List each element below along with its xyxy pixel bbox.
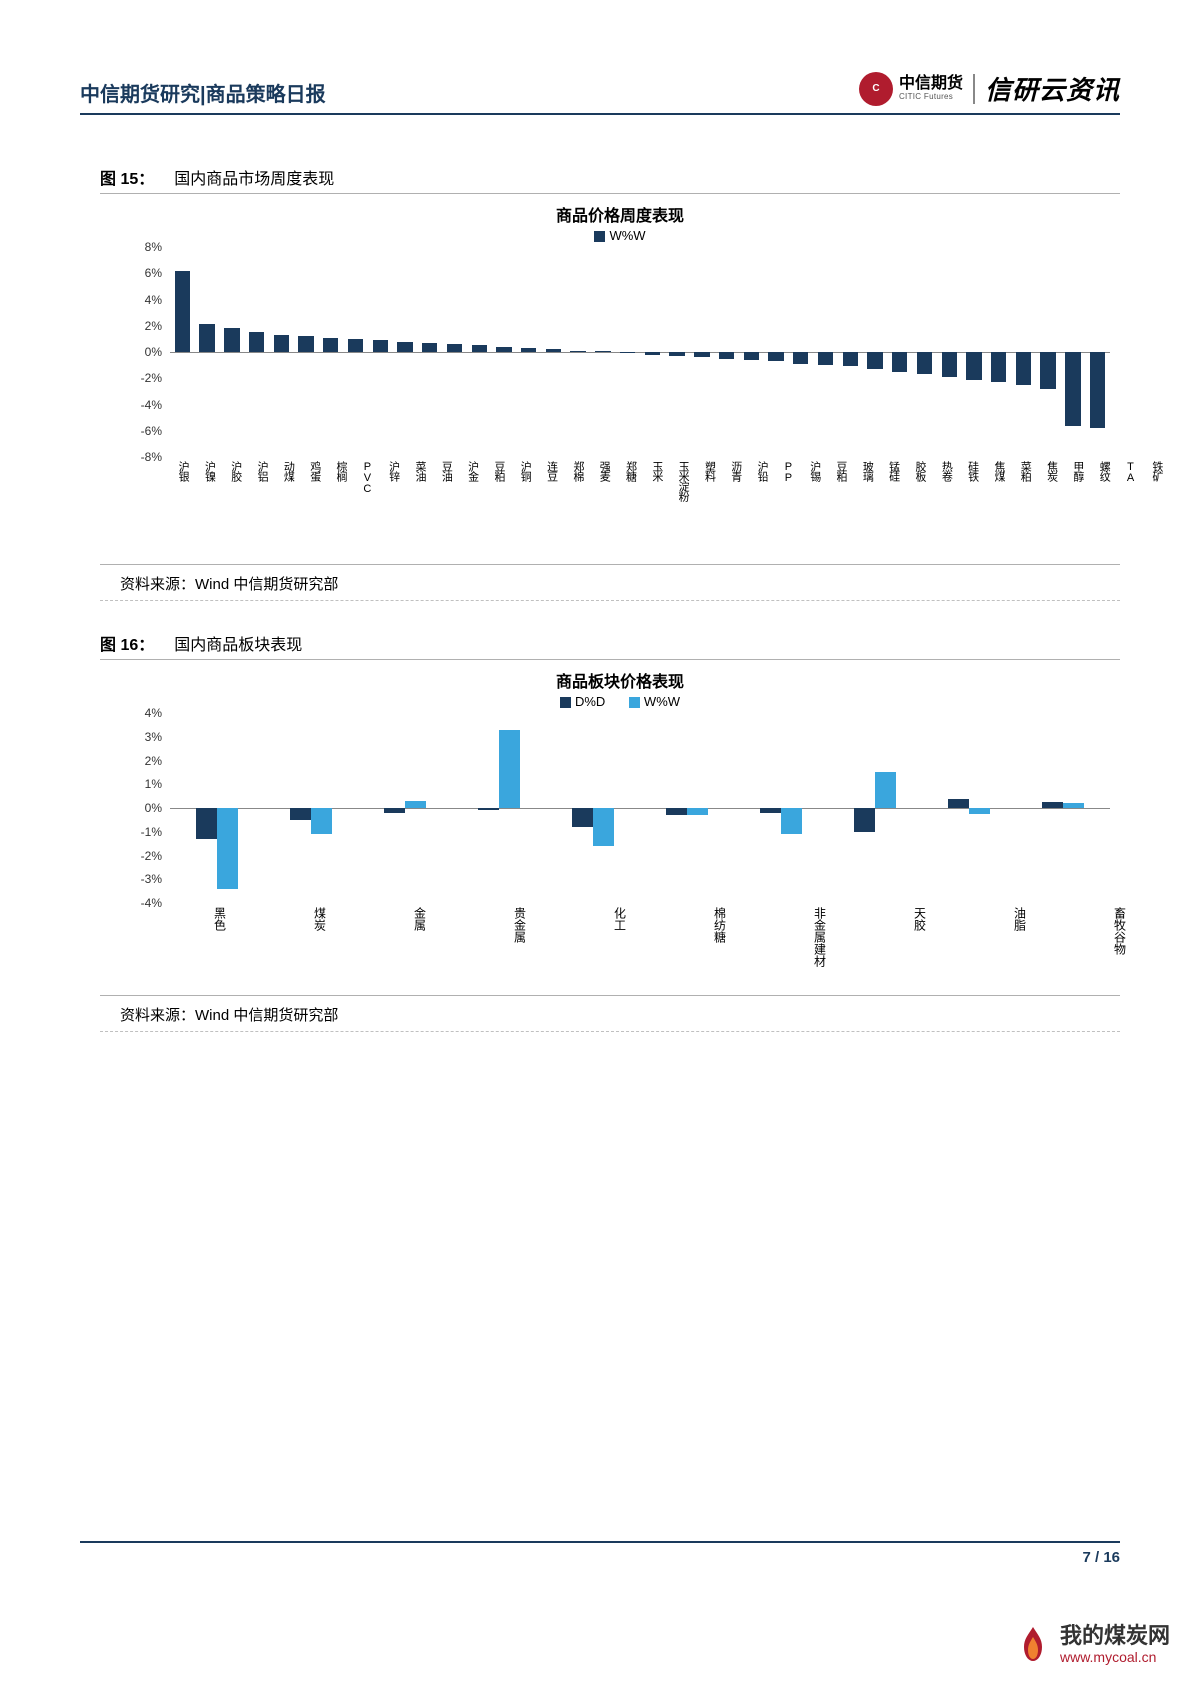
figure-name: 国内商品板块表现 xyxy=(174,631,302,655)
figure-source: 资料来源：Wind 中信期货研究部 xyxy=(100,564,1120,601)
flame-icon xyxy=(1014,1625,1052,1663)
header-title: 中信期货研究|商品策略日报 xyxy=(80,78,326,107)
figure-15: 图 15： 国内商品市场周度表现 商品价格周度表现 W%W 8%6%4%2%0%… xyxy=(80,165,1120,601)
logo-en: CITIC Futures xyxy=(899,93,963,102)
chart1-legend: W%W xyxy=(120,228,1120,243)
header-logo: C 中信期货 CITIC Futures 信研云资讯 xyxy=(859,70,1120,107)
chart2-plot: 4%3%2%1%0%-1%-2%-3%-4% xyxy=(120,713,1120,903)
watermark: 我的煤炭网 www.mycoal.cn xyxy=(1014,1623,1170,1666)
logo-cn: 中信期货 xyxy=(899,75,963,93)
chart1-title: 商品价格周度表现 xyxy=(120,202,1120,226)
figure-16: 图 16： 国内商品板块表现 商品板块价格表现 D%D W%W 4%3%2%1%… xyxy=(80,631,1120,1032)
figure-number: 图 16： xyxy=(100,631,154,655)
figure-source: 资料来源：Wind 中信期货研究部 xyxy=(100,995,1120,1032)
logo-right: 信研云资讯 xyxy=(985,70,1120,107)
page-header: 中信期货研究|商品策略日报 C 中信期货 CITIC Futures 信研云资讯 xyxy=(80,70,1120,115)
logo-divider xyxy=(973,74,975,104)
logo-mark: C xyxy=(859,72,893,106)
page-number: 7 / 16 xyxy=(1082,1549,1120,1566)
chart2-legend: D%D W%W xyxy=(120,694,1120,709)
page-footer: 7 / 16 xyxy=(80,1541,1120,1566)
chart1-plot: 8%6%4%2%0%-2%-4%-6%-8% xyxy=(120,247,1120,457)
chart2-title: 商品板块价格表现 xyxy=(120,668,1120,692)
watermark-en: www.mycoal.cn xyxy=(1060,1649,1170,1666)
figure-name: 国内商品市场周度表现 xyxy=(174,165,334,189)
watermark-cn: 我的煤炭网 xyxy=(1060,1623,1170,1649)
figure-number: 图 15： xyxy=(100,165,154,189)
